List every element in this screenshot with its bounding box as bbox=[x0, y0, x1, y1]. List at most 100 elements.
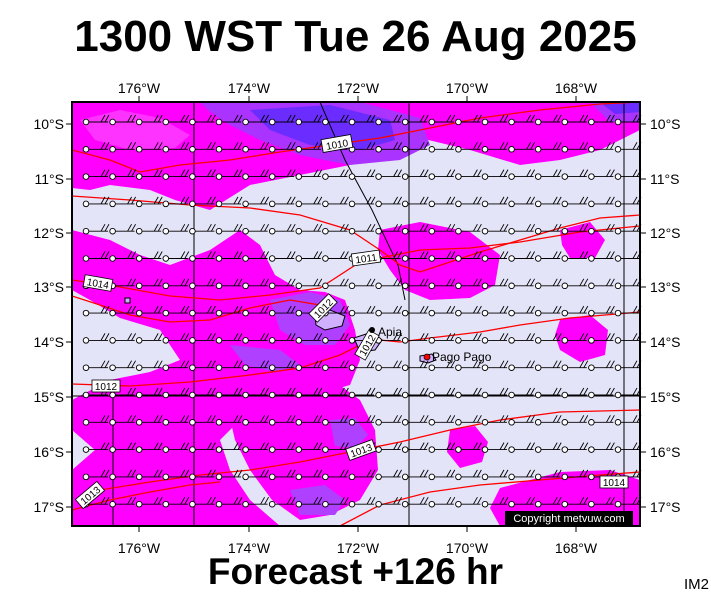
wind-barb bbox=[109, 142, 136, 153]
wind-barb bbox=[455, 169, 482, 180]
lon-label-bottom-168w: 168°W bbox=[555, 540, 598, 556]
wind-barb bbox=[614, 387, 642, 399]
wind-barb bbox=[215, 360, 243, 371]
wind-barb bbox=[322, 360, 349, 371]
wind-barb bbox=[295, 442, 323, 453]
wind-barb bbox=[561, 442, 589, 453]
wind-barb bbox=[268, 333, 296, 344]
wind-barb bbox=[481, 223, 509, 235]
wind-barb bbox=[614, 169, 642, 180]
wind-barb bbox=[189, 305, 216, 317]
wind-barb bbox=[561, 169, 589, 180]
wind-barb bbox=[534, 114, 562, 126]
wind-barb bbox=[401, 442, 429, 453]
wind-barb bbox=[135, 196, 163, 208]
wind-barb bbox=[322, 251, 349, 262]
wind-barb bbox=[82, 415, 110, 426]
wind-barb bbox=[401, 415, 429, 426]
wind-barb bbox=[588, 305, 615, 317]
wind-barb bbox=[508, 305, 535, 317]
wind-barb bbox=[268, 360, 296, 371]
wind-barb bbox=[428, 387, 456, 399]
wind-barb bbox=[162, 223, 190, 235]
wind-barb bbox=[189, 278, 216, 290]
wind-barb bbox=[508, 387, 535, 399]
wind-barb bbox=[534, 387, 562, 399]
lon-label-bottom-172w: 172°W bbox=[337, 540, 380, 556]
wind-barb bbox=[215, 278, 243, 290]
wind-barb bbox=[109, 496, 136, 508]
wind-barb bbox=[534, 415, 562, 426]
wind-barb bbox=[242, 114, 269, 126]
wind-barb bbox=[348, 469, 376, 481]
pago-pago-marker bbox=[423, 353, 431, 361]
wind-barb bbox=[508, 223, 535, 235]
wind-barb bbox=[481, 387, 509, 399]
wind-barb bbox=[588, 278, 615, 290]
wind-barb bbox=[162, 251, 190, 262]
wind-barb bbox=[588, 169, 615, 180]
wind-barb bbox=[162, 469, 190, 481]
wind-barb bbox=[508, 333, 535, 344]
wind-barb bbox=[295, 415, 323, 426]
wind-barb bbox=[401, 360, 429, 371]
lat-label-right-17s: 17°S bbox=[650, 499, 681, 515]
wind-barb bbox=[561, 114, 589, 126]
wind-barb bbox=[348, 415, 376, 426]
wind-barb bbox=[401, 196, 429, 208]
wind-barb bbox=[162, 387, 190, 399]
image-code: IM2 bbox=[683, 576, 709, 593]
wind-barb bbox=[455, 360, 482, 371]
wind-barb bbox=[242, 169, 269, 180]
wind-barb bbox=[242, 223, 269, 235]
wind-barb bbox=[588, 333, 615, 344]
wind-barb bbox=[162, 442, 190, 453]
wind-barb bbox=[455, 251, 482, 262]
wind-barb bbox=[481, 305, 509, 317]
wind-barb bbox=[588, 251, 615, 262]
wind-barb bbox=[375, 223, 402, 235]
wind-barb bbox=[401, 469, 429, 481]
lon-label-top-172w: 172°W bbox=[337, 80, 380, 96]
wind-barb bbox=[508, 496, 535, 508]
wind-barb bbox=[242, 278, 269, 290]
wind-barb bbox=[534, 278, 562, 290]
wind-barb bbox=[375, 360, 402, 371]
wind-barb bbox=[268, 114, 296, 126]
wind-barb bbox=[135, 305, 163, 317]
wind-barb bbox=[242, 196, 269, 208]
wind-barb bbox=[588, 223, 615, 235]
wind-barb bbox=[215, 114, 243, 126]
wind-barb bbox=[375, 142, 402, 153]
wind-barb bbox=[215, 415, 243, 426]
wind-barb bbox=[481, 196, 509, 208]
wind-barb bbox=[428, 333, 456, 344]
wind-barb bbox=[109, 442, 136, 453]
wind-barb bbox=[428, 223, 456, 235]
lat-label-left-16s: 16°S bbox=[33, 444, 64, 460]
wind-barb bbox=[135, 387, 163, 399]
wind-barb bbox=[215, 305, 243, 317]
wind-barb bbox=[135, 169, 163, 180]
wind-barb bbox=[375, 496, 402, 508]
wind-barb bbox=[508, 469, 535, 481]
wind-barb bbox=[348, 496, 376, 508]
lon-label-bottom-176w: 176°W bbox=[118, 540, 161, 556]
wind-barb bbox=[428, 114, 456, 126]
wind-barb bbox=[242, 142, 269, 153]
wind-barb bbox=[614, 114, 642, 126]
wind-barb bbox=[242, 360, 269, 371]
wind-barb bbox=[189, 333, 216, 344]
wind-barb bbox=[561, 305, 589, 317]
wind-barb bbox=[455, 196, 482, 208]
wind-barb bbox=[109, 114, 136, 126]
wind-barb bbox=[534, 333, 562, 344]
lat-label-left-12s: 12°S bbox=[33, 225, 64, 241]
wind-barb bbox=[295, 333, 323, 344]
wind-barb bbox=[189, 169, 216, 180]
wind-barb bbox=[588, 360, 615, 371]
lon-label-top-176w: 176°W bbox=[118, 80, 161, 96]
wind-barb bbox=[135, 415, 163, 426]
wind-barb bbox=[268, 278, 296, 290]
wind-barb bbox=[268, 142, 296, 153]
